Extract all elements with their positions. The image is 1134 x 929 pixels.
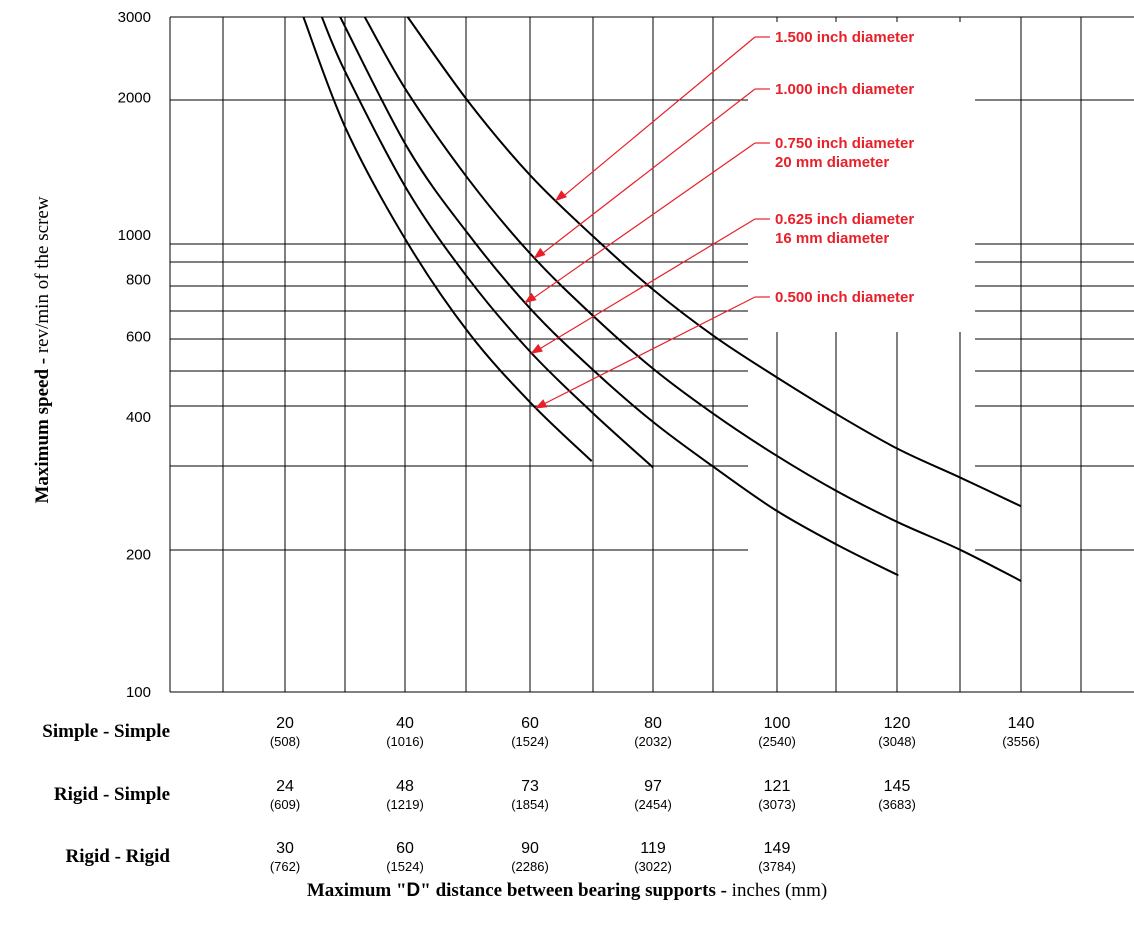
distance-value: 30 (762) bbox=[240, 839, 330, 875]
distance-mm: (3683) bbox=[878, 797, 916, 812]
distance-mm: (3073) bbox=[758, 797, 796, 812]
distance-mm: (3556) bbox=[1002, 734, 1040, 749]
distance-inches: 60 bbox=[396, 840, 414, 857]
distance-mm: (2454) bbox=[634, 797, 672, 812]
y-tick-label: 400 bbox=[126, 409, 151, 426]
annotation-arrowhead bbox=[533, 247, 546, 259]
distance-mm: (2032) bbox=[634, 734, 672, 749]
row-label: Rigid - Rigid bbox=[65, 846, 170, 867]
y-axis-label-bold: Maximum speed - bbox=[32, 358, 53, 504]
y-axis-label: Maximum speed - rev/min of the screw bbox=[32, 196, 53, 503]
distance-mm: (762) bbox=[269, 859, 301, 874]
annotation-arrow-line bbox=[529, 142, 756, 301]
distance-inches: 120 bbox=[883, 715, 911, 732]
speed-curve-4 bbox=[363, 16, 1022, 582]
annotation-arrow-line bbox=[560, 36, 756, 199]
y-tick-label: 600 bbox=[126, 328, 151, 345]
annotation-arrowhead bbox=[530, 343, 543, 354]
speed-curve-1 bbox=[302, 16, 593, 462]
distance-inches: 24 bbox=[276, 778, 294, 795]
row-label: Rigid - Simple bbox=[53, 784, 170, 805]
distance-value: 90 (2286) bbox=[485, 839, 575, 875]
annotation-arrowhead bbox=[524, 292, 537, 304]
distance-inches: 145 bbox=[883, 778, 911, 795]
x-axis-label-units: inches (mm) bbox=[726, 880, 828, 901]
distance-value: 80 (2032) bbox=[608, 714, 698, 750]
speed-curves bbox=[302, 16, 1022, 582]
y-tick-label: 800 bbox=[126, 271, 151, 288]
annotation-label: 0.750 inch diameter 20 mm diameter bbox=[775, 135, 914, 171]
distance-value: 48 (1219) bbox=[360, 777, 450, 813]
distance-inches: 30 bbox=[276, 840, 294, 857]
distance-mm: (609) bbox=[269, 797, 301, 812]
distance-value: 121 (3073) bbox=[732, 777, 822, 813]
distance-value: 40 (1016) bbox=[360, 714, 450, 750]
distance-inches: 97 bbox=[644, 778, 662, 795]
y-axis-label-units: rev/min of the screw bbox=[32, 196, 53, 358]
distance-value: 20 (508) bbox=[240, 714, 330, 750]
distance-inches: 149 bbox=[763, 840, 791, 857]
chart-grid bbox=[169, 16, 1134, 693]
annotation-label: 0.625 inch diameter 16 mm diameter bbox=[775, 211, 914, 247]
distance-mm: (2286) bbox=[511, 859, 549, 874]
y-tick-label: 200 bbox=[126, 546, 151, 563]
annotation-label: 0.500 inch diameter bbox=[775, 289, 914, 306]
distance-value: 120 (3048) bbox=[852, 714, 942, 750]
distance-mm: (1854) bbox=[511, 797, 549, 812]
distance-inches: 140 bbox=[1007, 715, 1035, 732]
distance-value: 73 (1854) bbox=[485, 777, 575, 813]
distance-value: 97 (2454) bbox=[608, 777, 698, 813]
speed-curve-5 bbox=[406, 16, 1022, 508]
annotation-arrow-line bbox=[539, 88, 756, 257]
distance-value: 119 (3022) bbox=[608, 839, 698, 875]
speed-curve-2 bbox=[320, 16, 654, 469]
distance-inches: 100 bbox=[763, 715, 791, 732]
y-tick-label: 100 bbox=[126, 684, 151, 701]
distance-mm: (2540) bbox=[758, 734, 796, 749]
curve-annotations: 1.500 inch diameter 1.000 inch diameter 0.… bbox=[524, 29, 914, 409]
distance-value: 140 (3556) bbox=[976, 714, 1066, 750]
distance-inches: 80 bbox=[644, 715, 662, 732]
distance-inches: 73 bbox=[521, 778, 539, 795]
y-tick-label: 3000 bbox=[118, 9, 151, 26]
distance-mm: (3048) bbox=[878, 734, 916, 749]
distance-value: 100 (2540) bbox=[732, 714, 822, 750]
annotation-arrow-line bbox=[536, 218, 756, 352]
distance-mm: (508) bbox=[269, 734, 301, 749]
distance-value: 149 (3784) bbox=[732, 839, 822, 875]
annotation-panel bbox=[748, 22, 975, 332]
annotation-label: 1.500 inch diameter bbox=[775, 29, 914, 46]
distance-inches: 60 bbox=[521, 715, 539, 732]
speed-chart: 100 200 400 600 800 1000 2000 3000 1.500 inch d… bbox=[32, 9, 1134, 701]
distance-value: 145 (3683) bbox=[852, 777, 942, 813]
x-axis-label-d: D bbox=[406, 880, 421, 901]
y-tick-label: 1000 bbox=[118, 227, 151, 244]
speed-curve-3 bbox=[339, 16, 899, 577]
y-tick-label: 2000 bbox=[118, 89, 151, 106]
distance-inches: 20 bbox=[276, 715, 294, 732]
annotation-arrow-line bbox=[540, 296, 756, 407]
distance-mm: (1524) bbox=[511, 734, 549, 749]
distance-inches: 48 bbox=[396, 778, 414, 795]
annotation-arrowhead bbox=[554, 190, 567, 202]
annotation-label: 1.000 inch diameter bbox=[775, 81, 914, 98]
distance-inches: 40 bbox=[396, 715, 414, 732]
distance-inches: 90 bbox=[521, 840, 539, 857]
x-axis-label-part2: " distance between bearing supports - bbox=[420, 880, 727, 901]
distance-value: 60 (1524) bbox=[485, 714, 575, 750]
distance-value: 24 (609) bbox=[240, 777, 330, 813]
y-axis-ticks: 100 200 400 600 800 1000 2000 3000 bbox=[118, 9, 151, 701]
distance-value: 60 (1524) bbox=[360, 839, 450, 875]
x-axis-label-part1: Maximum " bbox=[306, 880, 407, 901]
distance-mm: (1016) bbox=[386, 734, 424, 749]
distance-mm: (3784) bbox=[758, 859, 796, 874]
annotation-arrowhead bbox=[534, 399, 548, 409]
distance-mm: (1219) bbox=[386, 797, 424, 812]
distance-mm: (1524) bbox=[386, 859, 424, 874]
distance-inches: 121 bbox=[763, 778, 791, 795]
row-label: Simple - Simple bbox=[42, 721, 170, 742]
distance-mm: (3022) bbox=[634, 859, 672, 874]
x-axis-label: Maximum "D" distance between bearing sup… bbox=[0, 880, 1134, 902]
distance-inches: 119 bbox=[640, 840, 666, 857]
